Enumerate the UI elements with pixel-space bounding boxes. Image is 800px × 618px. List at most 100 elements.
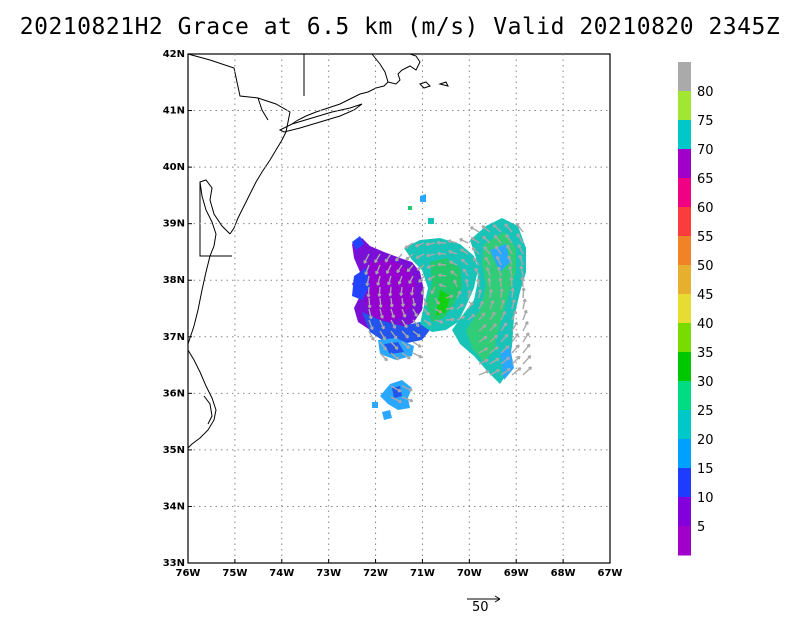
wind-arrow-head	[493, 323, 497, 327]
wind-arrow-head	[398, 399, 403, 404]
colorbar-label: 40	[697, 317, 714, 332]
wind-arrow-head	[457, 290, 462, 295]
wind-arrow	[489, 289, 492, 299]
wind-arrow	[401, 385, 413, 392]
wind-arrow	[517, 244, 524, 255]
wind-arrow	[482, 235, 491, 244]
wind-arrow	[460, 248, 469, 255]
colorbar-label: 35	[697, 346, 714, 361]
wind-arrow-head	[490, 300, 495, 304]
wind-arrow	[478, 370, 490, 376]
wind-arrow-head	[526, 343, 531, 348]
wind-arrow	[379, 330, 386, 340]
colorbar-label: 75	[697, 114, 714, 129]
wind-arrow-head	[514, 321, 518, 326]
wind-arrow-head	[439, 319, 444, 324]
wind-arrow	[489, 346, 499, 354]
colorbar-swatch	[678, 236, 691, 266]
wind-arrow-head	[402, 314, 407, 318]
wind-arrow-head	[482, 235, 487, 240]
wind-arrow	[511, 344, 520, 354]
wind-arrow	[448, 240, 458, 244]
colorbar-swatch	[678, 91, 691, 121]
wind-arrow-head	[488, 288, 493, 293]
wind-arrow	[401, 341, 410, 349]
wind-arrow	[390, 396, 402, 403]
colorbar-label: 65	[697, 172, 714, 187]
wind-arrow	[495, 245, 502, 255]
wind-arrow-head	[502, 310, 507, 315]
wind-arrow	[493, 224, 502, 233]
wind-arrow	[484, 256, 491, 266]
wind-arrow	[404, 242, 414, 249]
wind-arrow	[470, 226, 480, 233]
wind-arrow-head	[406, 268, 411, 273]
wind-arrow-head	[462, 268, 467, 273]
colorbar-label: 30	[697, 375, 714, 390]
wind-arrow-head	[498, 277, 503, 281]
wind-arrow	[489, 357, 500, 365]
wind-arrow-head	[378, 304, 383, 308]
wind-arrow	[478, 324, 487, 332]
wind-arrow-head	[508, 265, 513, 270]
wind-arrow-head	[408, 280, 413, 285]
wind-arrow	[386, 264, 392, 274]
wind-arrow-head	[524, 320, 529, 325]
wind-arrow-head	[438, 273, 442, 278]
wind-arrow-head	[377, 293, 382, 297]
wind-arrow-head	[418, 354, 423, 359]
wind-arrow-head	[405, 256, 410, 261]
wind-arrow-head	[437, 262, 441, 267]
wind-arrow	[379, 352, 388, 362]
wind-arrow-head	[495, 357, 500, 362]
wind-arrow	[401, 396, 413, 402]
lon-tick-label: 68W	[551, 568, 576, 579]
wind-arrow	[500, 322, 508, 332]
wind-arrow	[367, 286, 370, 298]
coastline	[187, 53, 449, 449]
colorbar: 80 75 70 65 60 55 50 45 40 35 30 25 20 15 10 5	[678, 62, 714, 556]
lon-tick-label: 70W	[457, 568, 482, 579]
wind-arrow	[511, 333, 519, 343]
wind-arrow	[412, 330, 421, 338]
wind-arrow	[384, 253, 392, 263]
wind-arrow-head	[416, 333, 421, 338]
wind-arrow	[401, 308, 406, 318]
wind-arrow	[496, 256, 502, 266]
wind-arrow	[398, 275, 403, 285]
wind-arrow	[516, 233, 524, 244]
wind-arrow-head	[427, 321, 432, 326]
wind-arrow	[521, 276, 524, 288]
wind-arrow-head	[423, 302, 428, 307]
colorbar-swatch	[678, 207, 691, 237]
wind-arrow	[405, 253, 414, 261]
wind-arrow-head	[506, 244, 510, 249]
wind-arrow	[486, 267, 491, 277]
wind-arrow-head	[387, 281, 391, 286]
wind-arrow	[518, 254, 524, 266]
wind-arrow-head	[516, 355, 521, 360]
wind-arrow-head	[438, 309, 443, 314]
wind-arrow-head	[523, 309, 528, 314]
wind-arrow-head	[415, 255, 420, 259]
wind-arrow-head	[395, 257, 399, 262]
wind-arrow-head	[510, 287, 515, 292]
wind-arrow	[504, 223, 513, 233]
colorbar-label: 15	[697, 462, 714, 477]
wind-arrow-head	[482, 324, 487, 328]
colorbar-swatch	[678, 352, 691, 382]
wind-arrow-head	[527, 355, 532, 359]
wind-arrow	[511, 367, 522, 376]
longitude-labels: 76W 75W 74W 73W 72W 71W 70W 69W 68W 67W	[176, 559, 622, 579]
wind-arrow-head	[505, 233, 509, 238]
wind-arrow-head	[496, 369, 501, 373]
wind-arrow-head	[505, 345, 510, 350]
lon-tick-label: 71W	[410, 568, 435, 579]
wind-arrow-head	[516, 233, 521, 237]
wind-arrow-head	[451, 317, 455, 322]
wind-arrow-head	[471, 313, 476, 318]
wind-arrow	[390, 308, 395, 318]
lon-tick-label: 74W	[269, 568, 294, 579]
wind-arrow-head	[404, 245, 409, 249]
wind-arrow	[500, 288, 503, 299]
